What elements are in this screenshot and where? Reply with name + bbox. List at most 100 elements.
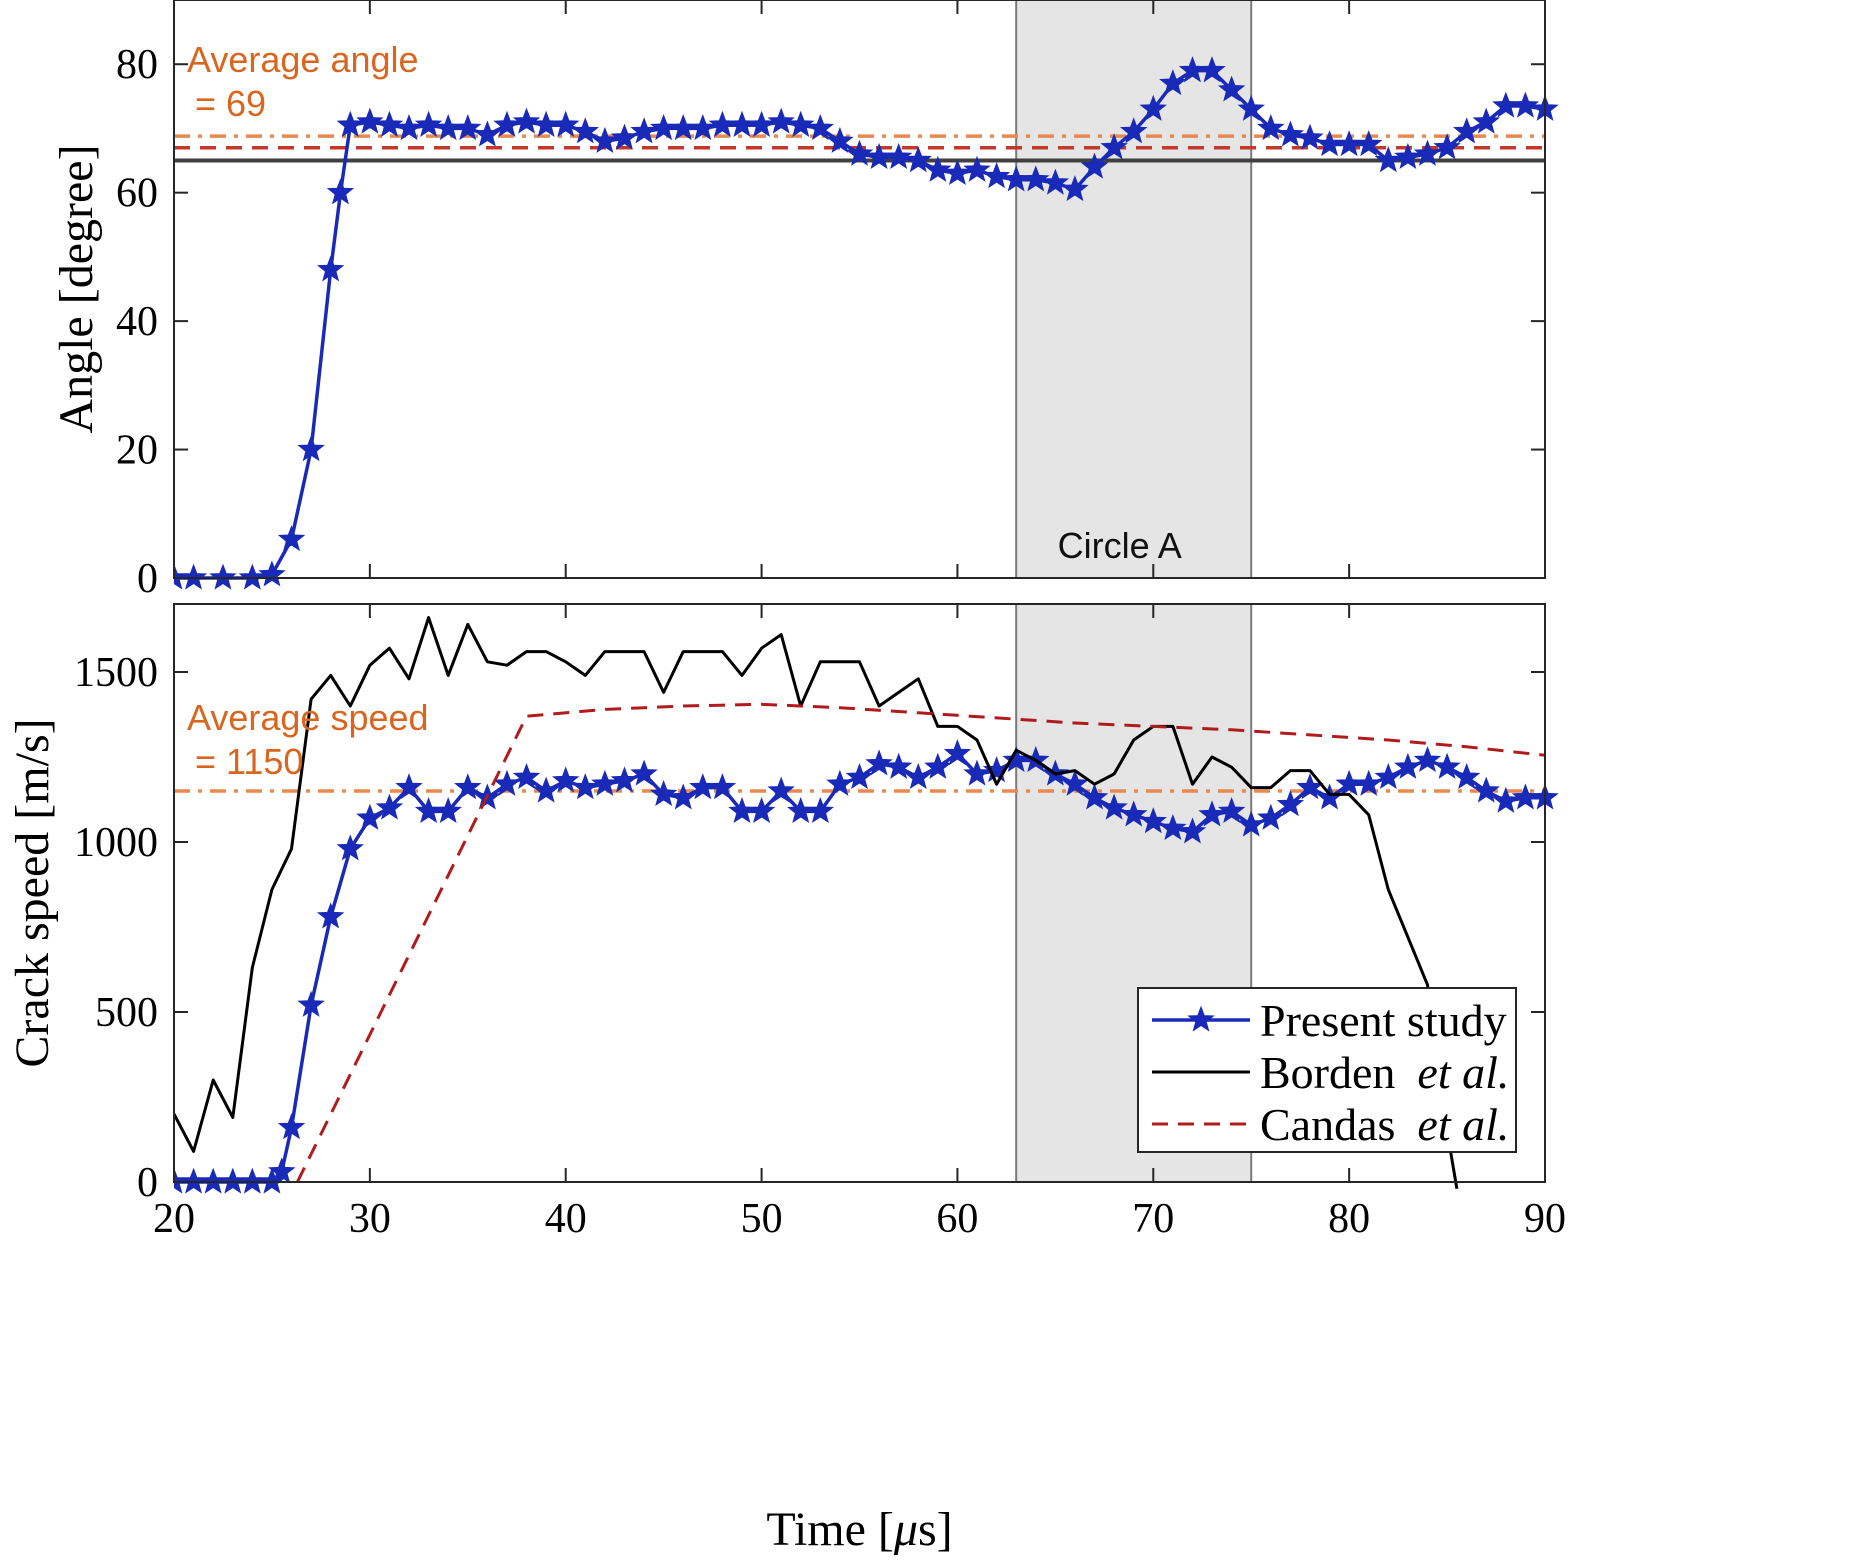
bot-data-point: [571, 773, 600, 800]
bot-data-point: [767, 776, 795, 803]
bot-data-point: [1100, 793, 1128, 820]
legend-entry-borden: Borden et al.: [1260, 1047, 1509, 1098]
top-data-point: [395, 113, 423, 141]
average-speed-annotation: Average speed: [187, 697, 429, 738]
top-data-point: [1472, 107, 1500, 134]
top-data-point: [326, 178, 355, 205]
time-x-tick-labels: 20 30 40 50 60 70 80 90: [153, 1196, 1566, 1242]
y-tick-label: 0: [137, 1160, 158, 1206]
top-data-point: [1257, 113, 1285, 141]
top-data-point: [1355, 130, 1383, 157]
bot-data-point: [1217, 796, 1246, 824]
bot-data-point: [1159, 813, 1187, 841]
top-data-point: [473, 120, 502, 147]
top-data-point: [1452, 117, 1481, 144]
top-data-point: [1511, 91, 1540, 118]
legend-candas-etal: et al.: [1417, 1099, 1509, 1150]
bot-data-point: [277, 1113, 306, 1140]
bot-series-line-2: [296, 702, 1546, 1183]
bot-data-point: [454, 773, 482, 800]
top-data-point: [1296, 123, 1324, 150]
y-tick-label: 60: [116, 171, 158, 217]
bot-data-point: [375, 793, 404, 820]
speed-series-group: [174, 616, 1559, 1194]
bot-data-point: [434, 796, 462, 824]
angle-y-tick-labels: 0 20 40 60 80: [116, 42, 158, 602]
bot-data-point: [1119, 800, 1148, 827]
legend-entry-candas: Candas et al.: [1260, 1099, 1509, 1150]
bot-data-point: [591, 769, 619, 796]
top-data-point: [414, 110, 443, 137]
top-data-point: [689, 113, 717, 141]
top-data-point: [1217, 75, 1246, 102]
angle-axes-frame: [173, 0, 1546, 579]
y-tick-label: 500: [95, 990, 158, 1036]
angle-tick-marks: [173, 0, 1546, 579]
bot-data-point: [1178, 817, 1207, 844]
average-angle-annotation: Average angle: [187, 39, 419, 80]
bot-data-point: [1139, 807, 1167, 834]
bot-data-point: [610, 766, 639, 793]
bot-data-point: [1374, 762, 1403, 790]
angle-series-group: [174, 56, 1559, 590]
bot-data-point: [297, 990, 325, 1017]
y-tick-label: 1500: [74, 650, 158, 696]
top-data-point: [1061, 175, 1089, 202]
top-data-point: [904, 146, 932, 173]
bot-data-point: [884, 752, 913, 779]
y-tick-label: 40: [116, 299, 158, 345]
x-tick-label: 90: [1524, 1196, 1566, 1242]
bot-data-point: [1452, 762, 1481, 790]
speed-axes-frame: [173, 603, 1546, 1183]
top-data-point: [179, 563, 208, 590]
top-data-point: [787, 110, 815, 137]
top-data-point: [1198, 56, 1226, 83]
xlabel-prefix: Time [: [766, 1503, 894, 1556]
bot-data-point: [747, 796, 776, 824]
bot-data-point: [1472, 776, 1500, 803]
x-tick-label: 50: [741, 1196, 783, 1242]
legend-borden-name: Borden: [1260, 1047, 1395, 1098]
top-data-point: [1119, 117, 1148, 144]
top-data-point: [1413, 139, 1442, 166]
bot-data-point: [669, 783, 697, 810]
y-tick-label: 80: [116, 42, 158, 88]
bot-data-point: [336, 834, 364, 861]
top-data-point: [493, 110, 521, 137]
bot-data-point: [1394, 752, 1422, 779]
top-data-point: [316, 255, 345, 282]
top-data-point: [375, 110, 404, 137]
top-data-point: [767, 107, 795, 134]
top-data-point: [747, 110, 776, 137]
bot-data-point: [865, 749, 893, 776]
top-data-point: [277, 525, 306, 552]
top-data-point: [1080, 152, 1109, 179]
y-tick-label: 0: [137, 556, 158, 602]
top-data-point: [806, 113, 835, 141]
top-data-point: [1433, 133, 1461, 160]
time-x-axis-label: Time [μs]: [766, 1503, 952, 1556]
bot-data-point: [845, 762, 874, 790]
top-data-point: [1276, 120, 1305, 147]
speed-y-tick-labels: 0 500 1000 1500: [74, 650, 158, 1206]
top-data-point: [1394, 142, 1422, 170]
top-data-point: [963, 155, 991, 182]
speed-y-axis-label: Crack speed [m/s]: [6, 718, 59, 1067]
top-data-point: [454, 113, 482, 141]
top-data-point: [336, 110, 364, 137]
top-data-point: [356, 107, 384, 134]
average-speed-value-annotation: = 1150: [195, 741, 303, 782]
angle-subplot: 0 20 40 60 80 Angle [degree] Average angle =…: [50, 0, 1559, 602]
bot-data-point: [1237, 810, 1265, 837]
top-data-point: [1022, 165, 1050, 192]
bot-data-point: [512, 762, 541, 790]
circle-a-label: Circle A: [1058, 525, 1182, 566]
y-tick-label: 20: [116, 428, 158, 474]
average-angle-value-annotation: = 69: [195, 83, 266, 124]
top-data-point: [1041, 168, 1070, 195]
bot-data-point: [1276, 790, 1305, 817]
legend-items: [1152, 1005, 1250, 1126]
circle-a-shaded-region: [1015, 0, 1253, 579]
bot-data-point: [1257, 803, 1285, 830]
bot-data-point: [1061, 769, 1089, 796]
